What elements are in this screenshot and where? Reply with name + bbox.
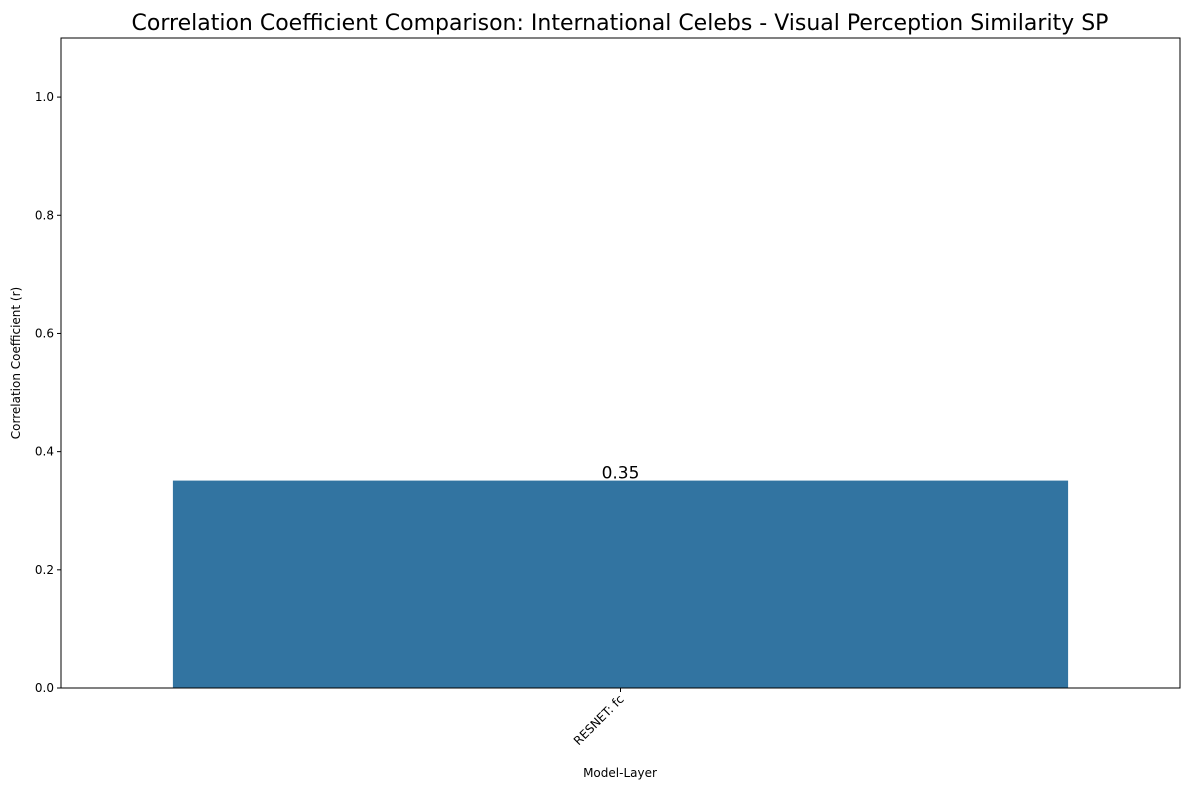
x-axis-label: Model-Layer — [583, 766, 657, 780]
y-tick-label: 0.2 — [35, 563, 54, 577]
chart-title: Correlation Coefficient Comparison: Inte… — [132, 11, 1109, 36]
bar — [172, 480, 1069, 688]
bar-value-label: 0.35 — [602, 464, 640, 484]
x-axis-ticks: RESNET: fc — [571, 688, 627, 748]
y-axis-ticks: 0.0 0.2 0.4 0.6 0.8 1.0 — [35, 90, 61, 695]
y-tick-label: 0.6 — [35, 326, 54, 340]
plot-frame — [60, 37, 1181, 689]
y-tick-label: 0.4 — [35, 445, 54, 459]
bars: 0.35 — [172, 464, 1069, 688]
x-tick-label: RESNET: fc — [571, 692, 627, 748]
y-tick-label: 0.0 — [35, 681, 54, 695]
y-axis-label: Correlation Coefficient (r) — [9, 287, 23, 439]
y-tick-label: 1.0 — [35, 90, 54, 104]
y-tick-label: 0.8 — [35, 208, 54, 222]
